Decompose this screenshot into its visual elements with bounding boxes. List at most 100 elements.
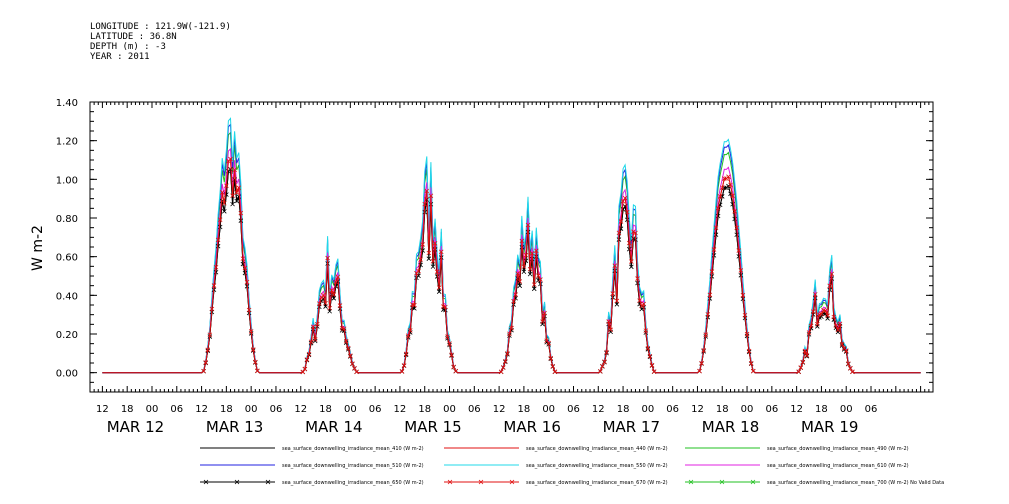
series-marker [519, 238, 525, 244]
series-marker [236, 185, 242, 191]
legend-marker [265, 479, 271, 485]
series-marker [310, 324, 316, 330]
series-marker [736, 254, 742, 259]
series-marker [734, 225, 739, 231]
series-marker [719, 185, 725, 190]
series-marker [748, 360, 754, 366]
series-marker [835, 327, 841, 333]
series-marker [631, 229, 636, 234]
y-tick-label: 0.60 [56, 253, 78, 264]
series-marker [740, 292, 746, 298]
x-hour-label: 06 [765, 404, 778, 415]
y-axis-label: W m-2 [30, 225, 46, 271]
series-marker [341, 326, 347, 331]
series-marker [843, 348, 849, 353]
legend-label: sea_surface_downwelling_irradiance_mean_… [526, 446, 668, 452]
series-marker [329, 288, 335, 293]
series-marker [224, 183, 229, 188]
series-marker [228, 166, 233, 172]
series-marker [509, 325, 514, 331]
series-marker [608, 329, 613, 335]
x-hour-label: 12 [691, 404, 704, 415]
series-marker [312, 338, 318, 344]
series-marker [529, 251, 535, 256]
series-marker [612, 263, 618, 269]
series-marker [835, 329, 841, 335]
series-marker [517, 283, 523, 289]
series-marker [213, 269, 219, 275]
series-marker [819, 311, 824, 317]
series-marker [354, 369, 359, 375]
x-hour-label: 06 [865, 404, 878, 415]
series-marker [808, 323, 814, 329]
series-marker [635, 276, 640, 281]
series-marker [604, 349, 609, 355]
plot-area: 0.00 0.20 0.40 0.60 0.80 1.00 1.20 1.40 12 18 00 06… [56, 98, 934, 436]
series-marker [829, 271, 835, 277]
series-marker [312, 337, 318, 342]
series-marker [453, 368, 458, 374]
series-marker [215, 237, 221, 243]
series-marker [523, 252, 529, 258]
series-marker [234, 198, 239, 204]
series-marker [626, 240, 632, 246]
series-marker [348, 353, 353, 358]
series-marker [796, 369, 801, 375]
series-marker [213, 264, 219, 270]
series-marker [300, 369, 306, 375]
series-marker [426, 250, 432, 256]
series-marker [726, 174, 731, 180]
x-hour-label: 12 [394, 404, 407, 415]
series-marker [255, 368, 260, 374]
series-marker [513, 292, 518, 297]
series-marker [602, 359, 607, 364]
series-marker [699, 360, 704, 366]
series-marker [250, 347, 256, 352]
series-marker [812, 292, 818, 297]
series-marker [230, 193, 235, 198]
series-marker [244, 279, 250, 285]
x-hour-label: 12 [493, 404, 506, 415]
series-marker [407, 328, 413, 333]
series-marker [242, 265, 248, 271]
series-marker [606, 319, 611, 324]
y-tick-label: 0.80 [56, 214, 78, 225]
x-day-label: MAR 18 [702, 418, 759, 436]
x-hour-label: 18 [319, 404, 332, 415]
series-marker [540, 319, 545, 324]
x-day-label: MAR 17 [603, 418, 660, 436]
x-hour-label: 06 [468, 404, 481, 415]
series-marker [800, 359, 806, 365]
x-hour-label: 18 [716, 404, 729, 415]
series-marker [542, 310, 547, 316]
series-marker [412, 302, 417, 308]
series-marker [637, 298, 642, 303]
x-hour-label: 00 [245, 404, 258, 415]
series-marker [531, 282, 537, 287]
legend-marker [478, 479, 484, 485]
series-marker [552, 369, 558, 375]
series-marker [598, 369, 603, 374]
series-marker [600, 363, 605, 369]
series-marker [511, 298, 516, 304]
x-day-label: MAR 15 [404, 418, 461, 436]
series-marker [525, 222, 531, 228]
series-marker [222, 200, 227, 206]
x-hour-label: 06 [666, 404, 679, 415]
x-hour-label: 18 [418, 404, 431, 415]
x-hour-label: 00 [344, 404, 357, 415]
series-marker [434, 274, 440, 279]
x-hour-label: 00 [840, 404, 853, 415]
x-hour-label: 06 [567, 404, 580, 415]
longitude-text: LONGITUDE : 121.9W(-121.9) [90, 22, 231, 32]
series-marker [715, 205, 721, 211]
series-marker [302, 366, 308, 372]
series-marker [343, 338, 349, 344]
series-marker [331, 292, 337, 297]
series-marker [217, 217, 223, 223]
series-marker [500, 365, 506, 370]
series-marker [548, 355, 554, 361]
x-hour-label: 06 [369, 404, 382, 415]
series-marker [337, 303, 343, 308]
x-hour-label: 00 [642, 404, 655, 415]
